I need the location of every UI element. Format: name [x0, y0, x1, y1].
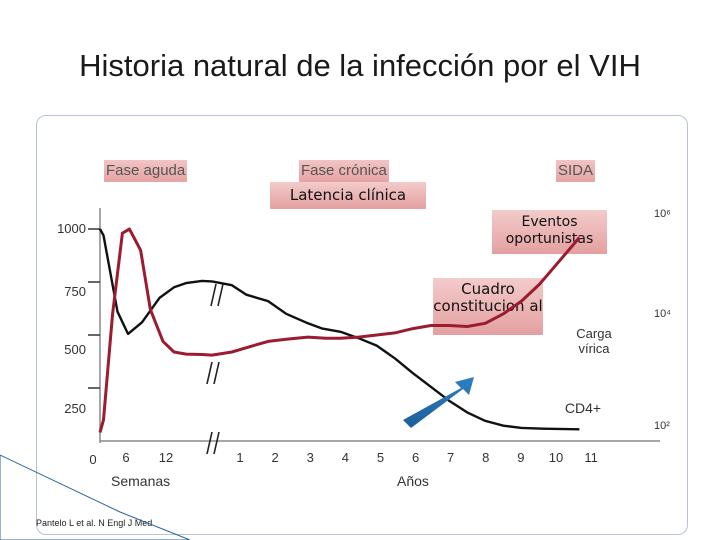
page-title: Historia natural de la infección por el …: [79, 48, 641, 83]
y-tick-label: 750: [64, 284, 86, 299]
axis-break-mark: [206, 431, 213, 455]
y-tick-label: 500: [64, 342, 86, 357]
viral-load-label: Carga vírica: [576, 326, 612, 356]
axis-break-mark: [213, 431, 220, 455]
x-tick-year: 11: [584, 450, 598, 465]
x-tick-year: 6: [411, 450, 420, 465]
y-tick-label: 250: [64, 401, 86, 416]
axis-break-mark: [213, 361, 220, 385]
x-tick-year: 2: [271, 450, 279, 465]
x-tick-year: 10: [548, 450, 564, 465]
events-box: Eventos oportunistas: [492, 210, 607, 254]
x-axis-title-weeks: Semanas: [111, 473, 171, 489]
viral-load-curve: [98, 227, 581, 433]
x-tick-year: 8: [482, 450, 490, 465]
cd4-curve: [98, 228, 580, 431]
y-tick-label: 1000: [57, 221, 86, 236]
right-axis-label: 10⁶: [654, 208, 671, 220]
phase-aids-label: SIDA: [556, 160, 596, 182]
x-tick-year: 5: [376, 450, 385, 465]
x-tick-year: 9: [517, 450, 525, 465]
right-axis-label: 10⁴: [654, 308, 671, 320]
latency-box: Latencia clínica: [270, 182, 426, 209]
x-tick-week: 6: [122, 450, 130, 465]
phase-acute-label: Fase aguda: [104, 160, 188, 182]
x-tick-year: 7: [447, 450, 455, 465]
x-tick-year: 3: [306, 450, 314, 465]
x-axis-title-years: Años: [397, 473, 429, 489]
x-tick-week: 12: [158, 450, 174, 465]
phase-chronic-label: Fase crónica: [299, 160, 389, 182]
axis-break-mark: [210, 283, 217, 307]
axis-break-mark: [206, 361, 213, 385]
citation: Pantelo L et al. N Engl J Med: [36, 518, 153, 528]
right-axis-label: 10²: [654, 420, 670, 432]
citation-bracket: [0, 454, 191, 540]
axis-break-mark: [217, 283, 224, 307]
cd4-label: CD4+: [564, 400, 602, 416]
x-tick-year: 1: [236, 450, 244, 465]
x-tick-year: 4: [341, 450, 349, 465]
trend-arrow: [403, 377, 474, 428]
chart-frame: [36, 115, 688, 535]
x-tick-week: 0: [89, 452, 97, 467]
